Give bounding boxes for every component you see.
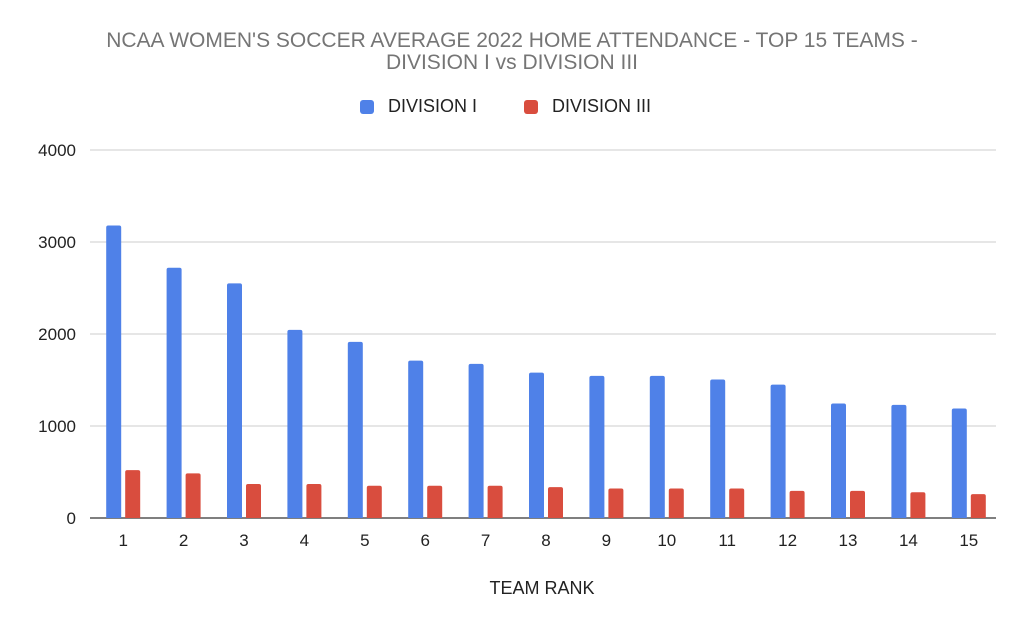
bar-division-iii-rank-10 xyxy=(668,488,684,518)
y-tick-label-4000: 4000 xyxy=(38,141,76,160)
bar-division-i-rank-8 xyxy=(529,372,544,518)
bar-division-i-rank-5 xyxy=(347,341,363,518)
bar-division-iii-rank-15 xyxy=(970,494,986,518)
x-tick-label-15: 15 xyxy=(959,531,978,550)
bar-division-i-rank-13 xyxy=(831,403,846,518)
bar-division-i-rank-3 xyxy=(227,283,242,518)
bar-division-iii-rank-11 xyxy=(729,488,745,518)
bar-division-iii-rank-4 xyxy=(306,483,322,518)
bar-division-iii-rank-8 xyxy=(548,487,563,518)
bar-division-iii-rank-7 xyxy=(487,485,503,518)
bar-division-i-rank-10 xyxy=(649,375,665,518)
x-tick-label-7: 7 xyxy=(481,531,490,550)
bar-division-i-rank-12 xyxy=(770,384,786,518)
bar-division-i-rank-15 xyxy=(951,408,967,518)
chart-title-line-1: NCAA WOMEN'S SOCCER AVERAGE 2022 HOME AT… xyxy=(106,29,918,52)
y-tick-label-0: 0 xyxy=(67,509,76,528)
bar-division-i-rank-2 xyxy=(166,267,182,518)
legend-label-division-iii: DIVISION III xyxy=(552,96,652,116)
x-tick-label-5: 5 xyxy=(360,531,369,550)
x-tick-label-14: 14 xyxy=(899,531,918,550)
y-tick-label-3000: 3000 xyxy=(38,233,76,252)
y-tick-label-1000: 1000 xyxy=(38,417,76,436)
bar-division-iii-rank-6 xyxy=(427,485,443,518)
legend-item-division-i: DIVISION I xyxy=(360,96,477,117)
x-axis-title: TEAM RANK xyxy=(489,578,595,598)
x-tick-label-10: 10 xyxy=(657,531,676,550)
bar-division-iii-rank-2 xyxy=(185,473,201,518)
bar-division-iii-rank-1 xyxy=(125,470,141,518)
bar-division-iii-rank-12 xyxy=(789,490,805,518)
y-tick-label-2000: 2000 xyxy=(38,325,76,344)
x-tick-label-2: 2 xyxy=(179,531,188,550)
bar-division-i-rank-4 xyxy=(287,329,303,518)
legend-swatch-division-i xyxy=(360,99,374,114)
x-tick-label-8: 8 xyxy=(541,531,550,550)
bar-division-iii-rank-3 xyxy=(246,483,261,518)
legend-item-division-iii: DIVISION III xyxy=(524,96,651,117)
bar-division-i-rank-1 xyxy=(106,225,122,518)
bar-division-iii-rank-5 xyxy=(366,485,382,518)
bar-division-iii-rank-13 xyxy=(850,490,865,518)
bar-division-i-rank-11 xyxy=(710,379,726,518)
chart-title: NCAA WOMEN'S SOCCER AVERAGE 2022 HOME AT… xyxy=(0,30,1024,74)
bar-division-iii-rank-14 xyxy=(910,492,926,518)
x-tick-label-12: 12 xyxy=(778,531,797,550)
bar-division-iii-rank-9 xyxy=(608,488,624,518)
x-tick-label-3: 3 xyxy=(239,531,248,550)
x-tick-label-13: 13 xyxy=(839,531,858,550)
x-tick-label-1: 1 xyxy=(118,531,127,550)
x-tick-label-4: 4 xyxy=(300,531,309,550)
legend-swatch-division-iii xyxy=(524,99,538,114)
legend-label-division-i: DIVISION I xyxy=(388,96,478,116)
x-tick-label-11: 11 xyxy=(718,531,736,550)
bar-division-i-rank-6 xyxy=(408,360,424,518)
x-tick-label-6: 6 xyxy=(420,531,429,550)
bar-division-i-rank-14 xyxy=(891,404,907,518)
x-tick-label-9: 9 xyxy=(602,531,611,550)
bar-division-i-rank-9 xyxy=(589,375,605,518)
chart-title-line-2: DIVISION I vs DIVISION III xyxy=(385,51,639,74)
chart-legend: DIVISION I DIVISION III xyxy=(0,96,1024,120)
bar-division-i-rank-7 xyxy=(468,363,484,518)
